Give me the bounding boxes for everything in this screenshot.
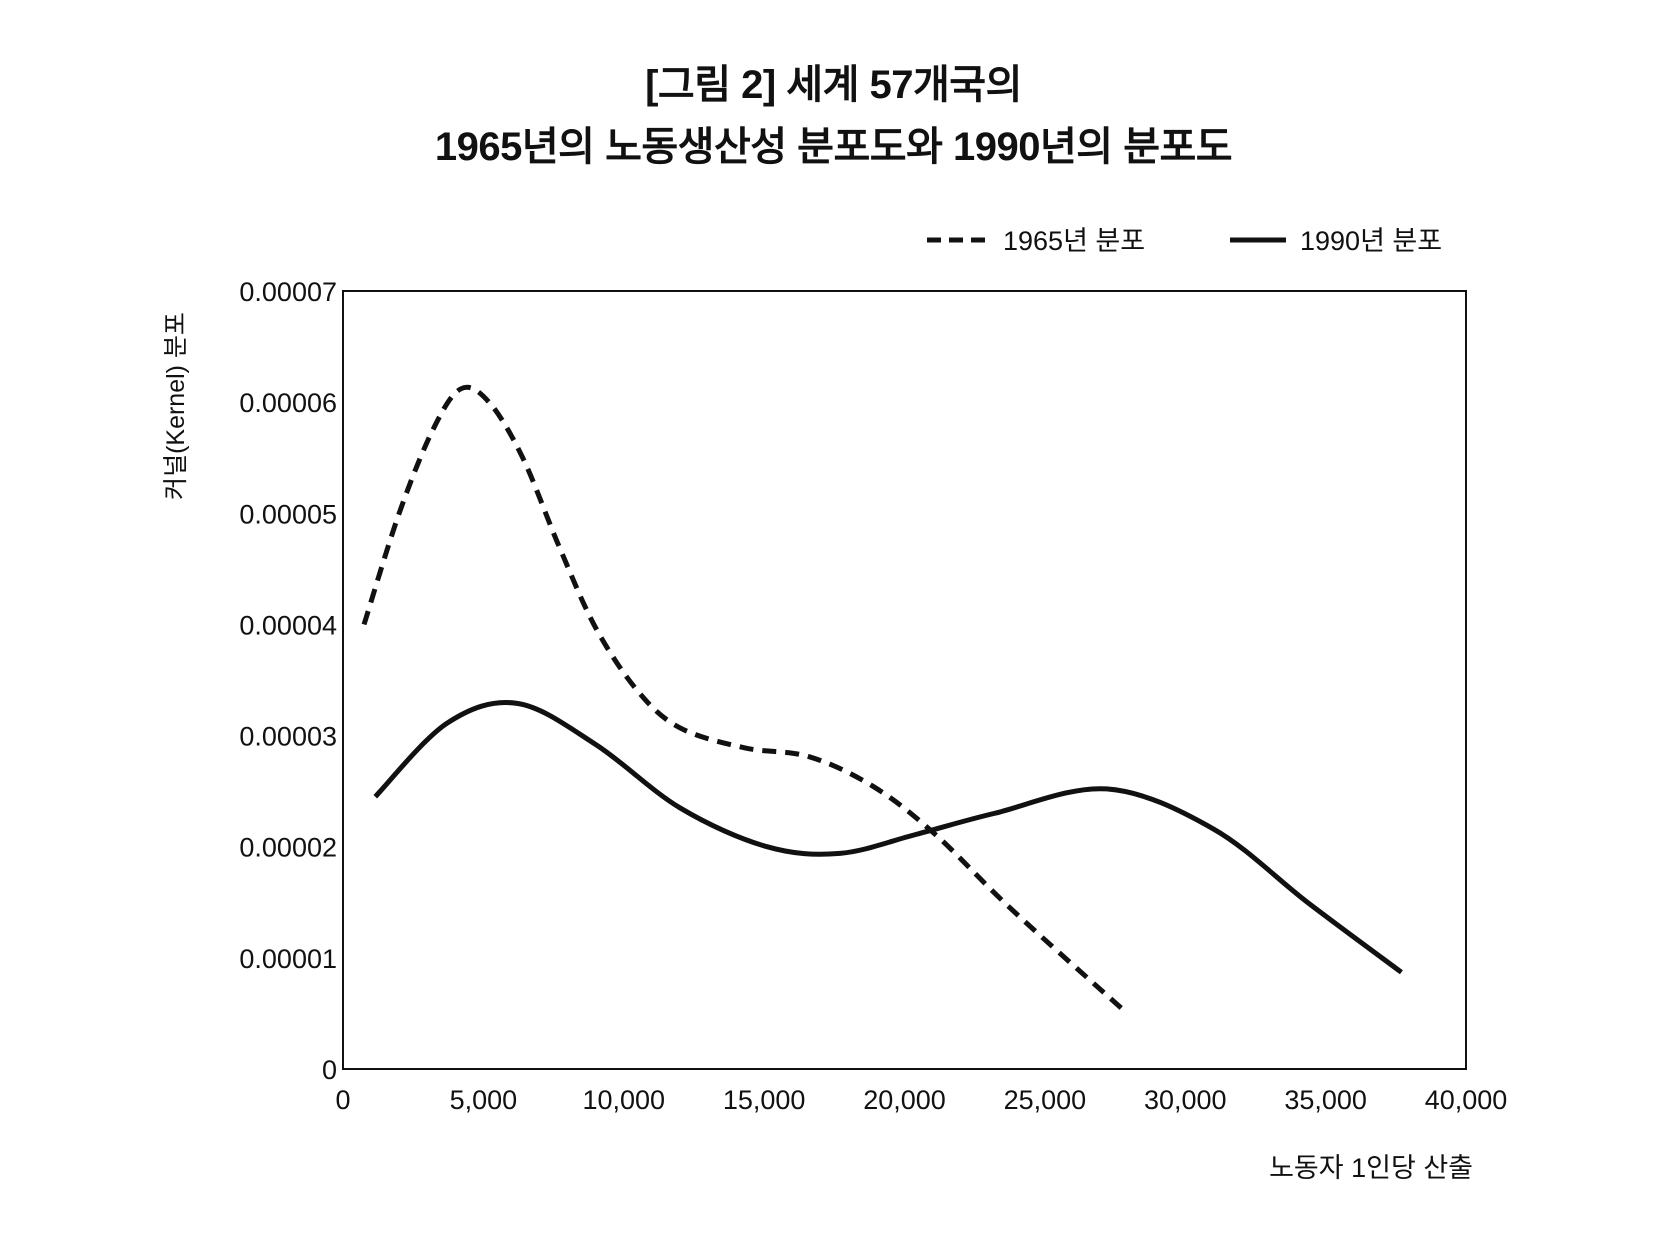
series-line-1965 <box>361 384 1126 1012</box>
legend: 1965년 분포 1990년 분포 <box>927 226 1442 256</box>
x-tick-label: 30,000 <box>1144 1085 1227 1115</box>
x-tick-label: 5,000 <box>450 1085 518 1115</box>
x-tick-label: 15,000 <box>723 1085 806 1115</box>
x-tick-label: 0 <box>335 1085 350 1115</box>
y-tick-label: 0 <box>322 1055 337 1085</box>
y-tick-label: 0.00007 <box>239 277 337 307</box>
y-tick-label: 0.00005 <box>239 499 337 529</box>
x-tick-label: 35,000 <box>1284 1085 1367 1115</box>
y-tick-label: 0.00003 <box>239 722 337 752</box>
x-tick-label: 10,000 <box>582 1085 665 1115</box>
y-tick-label: 0.00004 <box>239 610 337 640</box>
x-tick-label: 25,000 <box>1004 1085 1087 1115</box>
x-tick-label: 20,000 <box>863 1085 946 1115</box>
legend-1965-label: 1965년 분포 <box>1003 226 1145 256</box>
x-axis-label: 노동자 1인당 산출 <box>1269 1153 1473 1183</box>
plot-frame <box>342 290 1467 1070</box>
chart-title-line-2: 1965년의 노동생산성 분포도와 1990년의 분포도 <box>434 125 1233 169</box>
y-tick-label: 0.00001 <box>239 944 337 974</box>
legend-1990-label: 1990년 분포 <box>1300 226 1442 256</box>
chart-title-line-1: [그림 2] 세계 57개국의 <box>645 63 1022 107</box>
y-tick-label: 0.00006 <box>239 388 337 418</box>
y-tick-label: 0.00002 <box>239 833 337 863</box>
y-axis-label: 커널(Kernel) 분포 <box>162 312 190 500</box>
x-tick-label: 40,000 <box>1425 1085 1508 1115</box>
series-line-1990 <box>373 700 1403 975</box>
